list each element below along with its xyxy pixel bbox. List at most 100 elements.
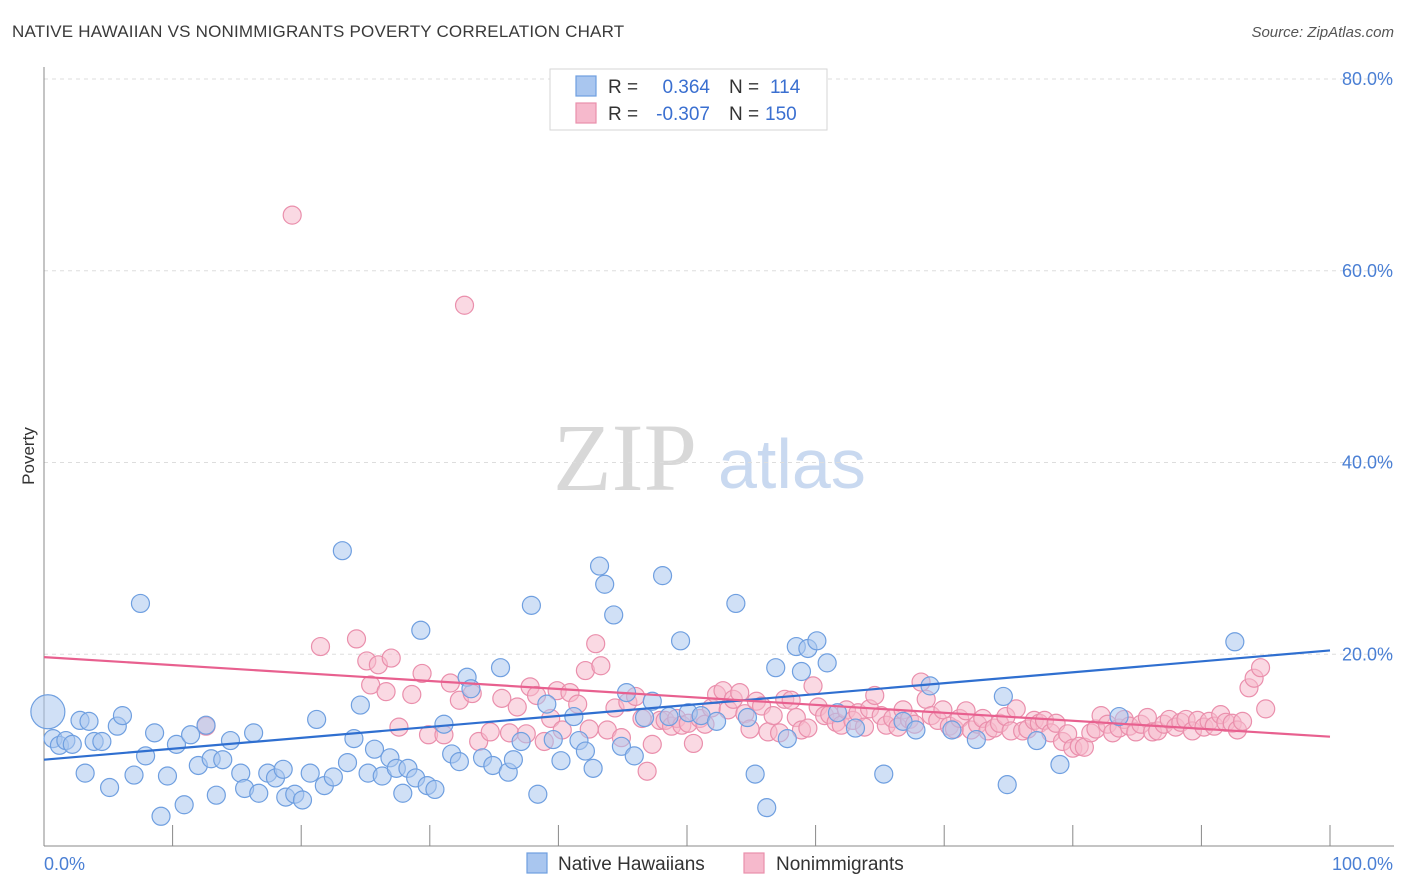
data-point-native-hawaiians — [521, 595, 541, 615]
data-point-native-hawaiians — [337, 752, 358, 773]
data-point-native-hawaiians — [807, 631, 827, 651]
data-point-nonimmigrants — [389, 717, 409, 737]
data-point-nonimmigrants — [586, 634, 606, 654]
data-point-native-hawaiians — [757, 798, 777, 818]
data-point-native-hawaiians — [323, 767, 343, 787]
data-point-native-hawaiians — [659, 706, 679, 727]
data-point-native-hawaiians — [1027, 730, 1047, 751]
data-point-native-hawaiians — [564, 706, 584, 727]
data-point-native-hawaiians — [589, 556, 610, 576]
legend-r-label-2: R = — [608, 104, 638, 125]
data-point-nonimmigrants — [507, 697, 527, 717]
bottom-legend-swatch-pink — [743, 852, 765, 874]
data-point-native-hawaiians — [906, 720, 926, 740]
data-point-native-hawaiians — [595, 574, 615, 594]
data-point-native-hawaiians — [79, 711, 99, 731]
data-point-nonimmigrants — [376, 682, 396, 702]
data-point-native-hawaiians — [411, 620, 431, 640]
data-point-native-hawaiians — [993, 686, 1013, 707]
data-point-nonimmigrants — [492, 688, 512, 708]
bottom-legend: Native Hawaiians Nonimmigrants — [526, 852, 904, 875]
legend-r-value-2: -0.307 — [656, 104, 710, 125]
data-point-native-hawaiians — [213, 750, 233, 770]
data-point-native-hawaiians — [292, 790, 313, 810]
legend-swatch-pink — [575, 102, 597, 124]
data-point-native-hawaiians — [511, 731, 531, 752]
data-point-native-hawaiians — [874, 764, 894, 784]
bottom-legend-label-native-hawaiians: Native Hawaiians — [558, 854, 705, 875]
data-point-native-hawaiians — [726, 593, 746, 614]
data-point-nonimmigrants — [1256, 699, 1276, 719]
data-point-native-hawaiians — [745, 764, 765, 784]
data-point-native-hawaiians — [642, 691, 662, 711]
data-point-native-hawaiians — [249, 783, 269, 803]
data-point-native-hawaiians — [364, 739, 385, 759]
data-point-nonimmigrants — [781, 690, 801, 710]
data-point-native-hawaiians — [174, 795, 194, 815]
data-point-native-hawaiians — [1225, 632, 1245, 652]
data-point-native-hawaiians — [300, 763, 320, 783]
data-point-native-hawaiians — [350, 695, 370, 715]
data-point-native-hawaiians — [777, 729, 797, 749]
source-label: Source: ZipAtlas.com — [1251, 24, 1394, 41]
data-point-nonimmigrants — [480, 722, 500, 742]
legend-r-label-1: R = — [608, 77, 638, 98]
data-point-native-hawaiians — [634, 707, 655, 728]
trend-line-native-hawaiians — [43, 649, 1331, 761]
data-point-nonimmigrants — [381, 648, 401, 668]
trend-lines — [43, 649, 1331, 761]
chart-title: NATIVE HAWAIIAN VS NONIMMIGRANTS POVERTY… — [12, 22, 625, 41]
data-point-native-hawaiians — [1109, 706, 1129, 727]
data-point-nonimmigrants — [637, 761, 657, 781]
watermark-atlas: atlas — [718, 425, 866, 503]
data-point-native-hawaiians — [528, 784, 548, 804]
y-tick-label: 60.0% — [1342, 261, 1393, 281]
data-point-nonimmigrants — [933, 700, 953, 720]
data-point-native-hawaiians — [652, 566, 673, 586]
data-point-nonimmigrants — [1250, 658, 1271, 678]
y-axis-label: Poverty — [19, 427, 38, 485]
data-point-native-hawaiians — [817, 653, 837, 673]
data-point-nonimmigrants — [282, 205, 302, 225]
data-point-native-hawaiians — [583, 758, 603, 778]
data-point-native-hawaiians — [575, 741, 596, 761]
data-point-native-hawaiians — [307, 709, 327, 730]
data-point-nonimmigrants — [763, 706, 783, 726]
data-point-native-hawaiians — [220, 730, 241, 751]
legend-n-label-2: N = — [729, 104, 759, 125]
data-point-native-hawaiians — [537, 694, 557, 714]
data-point-native-hawaiians — [144, 723, 165, 743]
data-point-native-hawaiians — [124, 765, 144, 785]
data-point-nonimmigrants — [454, 295, 475, 315]
bottom-legend-swatch-blue — [526, 852, 548, 874]
data-point-nonimmigrants — [412, 663, 432, 684]
legend-r-value-1: 0.364 — [662, 77, 710, 98]
trend-line-nonimmigrants — [43, 656, 1331, 738]
data-point-nonimmigrants — [591, 656, 611, 676]
data-point-native-hawaiians — [30, 694, 66, 730]
data-point-nonimmigrants — [346, 629, 367, 649]
x-tick-label-min: 0.0% — [44, 854, 85, 874]
data-point-nonimmigrants — [642, 734, 662, 754]
data-point-native-hawaiians — [112, 706, 133, 726]
data-point-nonimmigrants — [798, 718, 818, 738]
legend-swatch-blue — [575, 75, 597, 97]
data-point-native-hawaiians — [425, 779, 445, 800]
bottom-legend-label-nonimmigrants: Nonimmigrants — [776, 854, 904, 875]
data-point-native-hawaiians — [604, 605, 624, 625]
data-point-native-hawaiians — [942, 720, 962, 740]
data-point-native-hawaiians — [997, 775, 1017, 795]
data-point-native-hawaiians — [706, 711, 727, 731]
data-point-nonimmigrants — [402, 684, 422, 705]
data-point-native-hawaiians — [181, 725, 201, 745]
data-point-native-hawaiians — [1050, 754, 1070, 775]
data-point-nonimmigrants — [865, 685, 885, 706]
legend-n-value-2: 150 — [765, 104, 797, 125]
data-point-nonimmigrants — [1232, 711, 1253, 731]
x-tick-label-max: 100.0% — [1332, 854, 1393, 874]
data-point-native-hawaiians — [551, 751, 571, 771]
data-point-native-hawaiians — [75, 763, 95, 783]
data-point-native-hawaiians — [157, 766, 178, 786]
grid-lines — [44, 78, 1394, 655]
